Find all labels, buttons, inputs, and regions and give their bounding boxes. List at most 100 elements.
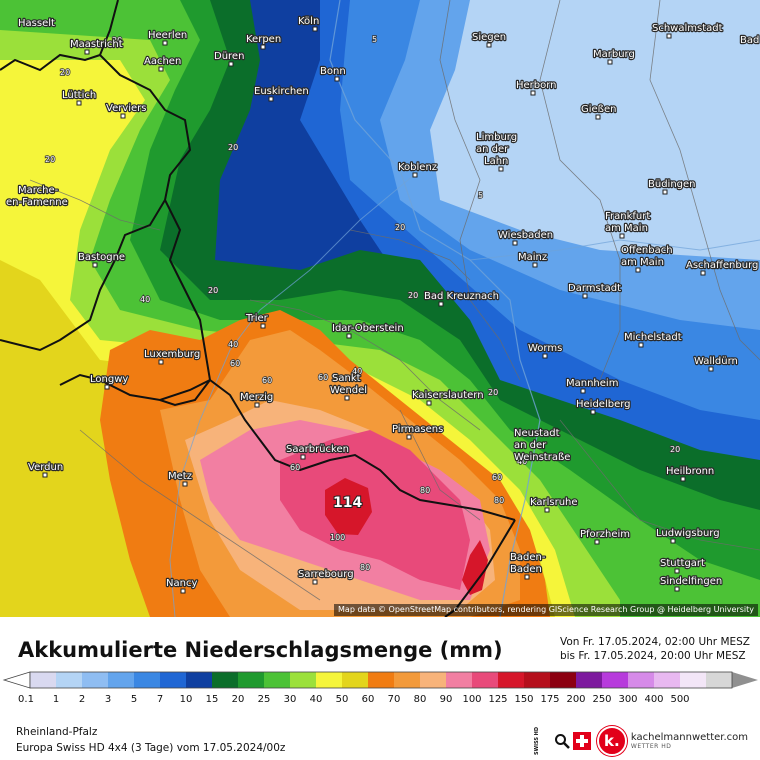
city-label-longwy[interactable]: Longwy — [89, 373, 130, 386]
city-label-am-main[interactable]: am Main — [604, 222, 649, 235]
city-label-sankt[interactable]: Sankt — [331, 372, 362, 385]
city-label-euskirchen[interactable]: Euskirchen — [253, 85, 310, 98]
river-main — [469, 239, 760, 261]
city-label-kaiserslautern[interactable]: Kaiserslautern — [411, 389, 485, 402]
city-label-schwalmstadt[interactable]: Schwalmstadt — [651, 22, 724, 35]
city-label-pirmasens[interactable]: Pirmasens — [391, 423, 445, 436]
city-label-marche[interactable]: Marche- — [17, 184, 60, 197]
city-label-limburg[interactable]: Limburg — [475, 131, 518, 144]
city-label-hasselt[interactable]: Hasselt — [17, 17, 56, 30]
city-label-nancy[interactable]: Nancy — [165, 577, 199, 590]
chart-title: Akkumulierte Niederschlagsmenge (mm) — [18, 638, 503, 662]
city-label-bonn[interactable]: Bonn — [319, 65, 347, 78]
kachelmann-wordmark[interactable]: kachelmannwetter.com WETTER HD — [631, 732, 748, 750]
city-label-mainz[interactable]: Mainz — [517, 251, 549, 264]
legend-label-22: 250 — [592, 694, 611, 705]
city-label-pforzheim[interactable]: Pforzheim — [579, 528, 631, 541]
period-to: bis Fr. 17.05.2024, 20:00 Uhr MESZ — [559, 650, 746, 662]
brand-logos[interactable]: SWISS HD k. kachelmannwetter.com WETTER … — [534, 726, 748, 756]
city-label-metz[interactable]: Metz — [167, 470, 193, 483]
city-label-am-main[interactable]: am Main — [620, 256, 665, 269]
city-label-idar-oberstein[interactable]: Idar-Oberstein — [331, 322, 405, 335]
city-label-mannheim[interactable]: Mannheim — [565, 377, 620, 390]
city-marker-lüttich — [76, 100, 82, 106]
city-label-trier[interactable]: Trier — [244, 312, 270, 325]
city-label-karlsruhe[interactable]: Karlsruhe — [529, 496, 579, 509]
legend-label-20: 175 — [540, 694, 559, 705]
max-value-marker[interactable]: 114 — [332, 494, 363, 512]
city-label-koblenz[interactable]: Koblenz — [397, 161, 438, 174]
legend-arrow-left — [2, 671, 31, 689]
city-label-siegen[interactable]: Siegen — [471, 31, 508, 44]
precip-zone-150mm — [325, 478, 372, 535]
city-marker-siegen — [486, 42, 492, 48]
city-label-walldürn[interactable]: Walldürn — [693, 355, 739, 368]
city-label-heidelberg[interactable]: Heidelberg — [575, 398, 632, 411]
city-label-herborn[interactable]: Herborn — [515, 79, 558, 92]
city-label-wiesbaden[interactable]: Wiesbaden — [497, 229, 555, 242]
city-label-aachen[interactable]: Aachen — [143, 55, 183, 68]
city-label-luxemburg[interactable]: Luxemburg — [143, 348, 202, 361]
city-marker-wiesbaden — [512, 240, 518, 246]
city-label-maastricht[interactable]: Maastricht — [69, 38, 124, 51]
legend-label-9: 25 — [258, 694, 271, 705]
legend-label-1: 1 — [53, 694, 59, 705]
legend-swatch-17 — [472, 672, 499, 688]
city-label-verviers[interactable]: Verviers — [105, 102, 148, 115]
legend-swatch-0 — [30, 672, 57, 688]
city-label-kerpen[interactable]: Kerpen — [245, 33, 283, 46]
city-label-wendel[interactable]: Wendel — [329, 384, 368, 397]
city-label-lüttich[interactable]: Lüttich — [61, 89, 98, 102]
city-label-merzig[interactable]: Merzig — [239, 391, 275, 404]
city-label-an-der[interactable]: an der — [513, 439, 549, 452]
city-marker-darmstadt — [582, 293, 588, 299]
city-label-sindelfingen[interactable]: Sindelfingen — [659, 575, 724, 588]
svg-text:5: 5 — [478, 191, 483, 200]
city-label-aschaffenburg[interactable]: Aschaffenburg — [685, 259, 760, 272]
city-label-frankfurt[interactable]: Frankfurt — [604, 210, 652, 223]
legend-outline — [29, 671, 733, 689]
precipitation-map[interactable]: 20 20 20 20 20 20 40 40 60 60 60 60 80 6… — [0, 0, 760, 617]
city-marker-marburg — [607, 59, 613, 65]
city-marker-aachen — [158, 66, 164, 72]
city-marker-heerlen — [162, 40, 168, 46]
city-label-heilbronn[interactable]: Heilbronn — [665, 465, 716, 478]
city-label-verdun[interactable]: Verdun — [27, 461, 65, 474]
national-borders — [0, 0, 516, 617]
city-label-sarrebourg[interactable]: Sarrebourg — [297, 568, 355, 581]
city-label-neustadt[interactable]: Neustadt — [513, 427, 561, 440]
city-marker-merzig — [254, 402, 260, 408]
city-label-büdingen[interactable]: Büdingen — [647, 178, 697, 191]
city-label-worms[interactable]: Worms — [527, 342, 564, 355]
max-value-label: 114 — [333, 495, 362, 511]
city-label-darmstadt[interactable]: Darmstadt — [567, 282, 623, 295]
city-label-michelstadt[interactable]: Michelstadt — [623, 331, 683, 344]
legend-swatch-9 — [264, 672, 291, 688]
city-label-weinstraße[interactable]: Weinstraße — [513, 451, 572, 464]
city-labels: Hasselt Köln Schwalmstadt Bad Maastricht Heer… — [5, 15, 760, 594]
city-label-heerlen[interactable]: Heerlen — [147, 29, 189, 42]
city-marker-verdun — [42, 472, 48, 478]
city-marker-euskirchen — [268, 96, 274, 102]
city-label-bastogne[interactable]: Bastogne — [77, 251, 126, 264]
city-label-bad-kreuznach[interactable]: Bad Kreuznach — [423, 290, 500, 303]
city-label-offenbach[interactable]: Offenbach — [620, 244, 674, 257]
city-marker-bad-kreuznach — [438, 301, 444, 307]
city-label-ludwigsburg[interactable]: Ludwigsburg — [655, 527, 721, 540]
city-label-saarbrücken[interactable]: Saarbrücken — [285, 443, 350, 456]
city-marker-am-main — [619, 233, 625, 239]
city-label-düren[interactable]: Düren — [213, 50, 246, 63]
city-label-an-der[interactable]: an der — [475, 143, 511, 156]
city-label-marburg[interactable]: Marburg — [592, 48, 636, 61]
city-label-stuttgart[interactable]: Stuttgart — [659, 557, 706, 570]
city-marker-luxemburg — [158, 359, 164, 365]
city-label-en-famenne[interactable]: en-Famenne — [5, 196, 69, 209]
svg-text:20: 20 — [488, 388, 498, 397]
city-label-köln[interactable]: Köln — [297, 15, 321, 28]
city-label-gießen[interactable]: Gießen — [580, 103, 618, 116]
legend-label-8: 20 — [232, 694, 245, 705]
city-label-bad[interactable]: Bad — [739, 34, 760, 47]
city-label-baden[interactable]: Baden- — [509, 551, 547, 564]
city-label-baden[interactable]: Baden — [509, 563, 543, 576]
city-label-lahn[interactable]: Lahn — [483, 155, 510, 168]
